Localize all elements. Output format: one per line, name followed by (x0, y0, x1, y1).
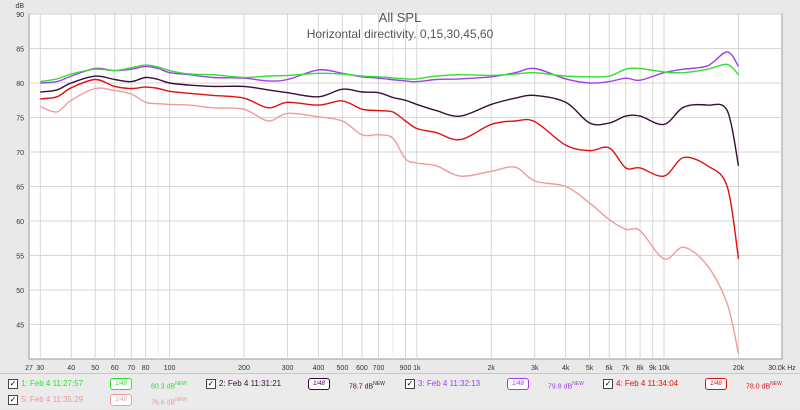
legend-value-text: 76.6 dB (151, 399, 176, 407)
x-tick-label: 200 (238, 365, 250, 372)
x-tick-label: 9k (649, 365, 657, 372)
x-tick-label: 30.0k Hz (768, 365, 796, 372)
legend-value: 78.7 dBNEW (349, 377, 385, 394)
smoothing-button-icon[interactable]: 1/48 (110, 378, 132, 390)
y-tick-label: 75 (16, 116, 24, 123)
x-tick-label: 700 (373, 365, 385, 372)
legend-value-text: 78.7 dB (349, 383, 374, 391)
legend-item[interactable]: ✓ 2: Feb 4 11:31:21 1/48 78.7 dBNEW (206, 377, 396, 391)
y-tick-label: 70 (16, 150, 24, 157)
y-axis-label: dB (15, 3, 24, 10)
x-tick-label: 1k (413, 365, 421, 372)
legend-new-badge: NEW (572, 381, 584, 387)
x-tick-label: 100 (164, 365, 176, 372)
y-tick-label: 85 (16, 47, 24, 54)
x-tick-label: 80 (142, 365, 150, 372)
x-tick-label: 5k (586, 365, 594, 372)
legend-checkbox[interactable]: ✓ (405, 379, 415, 389)
legend-value-text: 79.8 dB (548, 383, 573, 391)
y-tick-label: 55 (16, 254, 24, 261)
legend-item[interactable]: ✓ 4: Feb 4 11:34:04 1/48 78.0 dBNEW (603, 377, 793, 391)
x-tick-label: 400 (313, 365, 325, 372)
legend: ✓ 1: Feb 4 11:27:57 1/48 80.3 dBNEW ✓ 2: Feb … (0, 373, 800, 408)
legend-label: 4: Feb 4 11:34:04 (616, 379, 679, 388)
legend-value: 79.8 dBNEW (548, 377, 584, 394)
y-tick-label: 80 (16, 81, 24, 88)
legend-label: 1: Feb 4 11:27:57 (21, 379, 84, 388)
x-tick-label: 70 (127, 365, 135, 372)
legend-item[interactable]: ✓ 5: Feb 4 11:35:29 1/48 76.6 dBNEW (8, 393, 198, 407)
legend-checkbox[interactable]: ✓ (603, 379, 613, 389)
x-tick-label: 50 (91, 365, 99, 372)
x-tick-label: 600 (356, 365, 368, 372)
series-line-1 (40, 63, 740, 83)
legend-label: 3: Feb 4 11:32:13 (418, 379, 481, 388)
y-tick-label: 50 (16, 288, 24, 295)
legend-label: 5: Feb 4 11:35:29 (21, 395, 84, 404)
legend-item[interactable]: ✓ 3: Feb 4 11:32:13 1/48 79.8 dBNEW (405, 377, 595, 391)
legend-checkbox[interactable]: ✓ (8, 379, 18, 389)
chart-title: All SPL (379, 10, 422, 25)
legend-value: 78.0 dBNEW (746, 377, 782, 394)
legend-new-badge: NEW (373, 381, 385, 387)
series-line-2 (40, 75, 740, 166)
x-tick-label: 8k (636, 365, 644, 372)
legend-new-badge: NEW (175, 397, 187, 403)
legend-value-text: 80.3 dB (151, 383, 176, 391)
y-tick-label: 60 (16, 219, 24, 226)
smoothing-button-icon[interactable]: 1/48 (308, 378, 330, 390)
legend-checkbox[interactable]: ✓ (206, 379, 216, 389)
x-tick-label: 3k (531, 365, 539, 372)
y-tick-label: 90 (16, 12, 24, 19)
x-tick-label: 300 (282, 365, 294, 372)
x-tick-label: 20k (733, 365, 745, 372)
series-line-3 (40, 51, 740, 84)
x-tick-label: 900 (400, 365, 412, 372)
x-tick-label: 30 (36, 365, 44, 372)
legend-label: 2: Feb 4 11:31:21 (219, 379, 282, 388)
chart-subtitle: Horizontal directivity. 0,15,30,45,60 (307, 27, 494, 41)
smoothing-button-icon[interactable]: 1/48 (705, 378, 727, 390)
x-tick-label: 10k (658, 365, 670, 372)
y-tick-label: 45 (16, 323, 24, 330)
legend-new-badge: NEW (770, 381, 782, 387)
spl-chart: 27 30 40 50 60 70 80 100 200 300 400 500 600 700 900 1k… (15, 3, 796, 372)
smoothing-button-icon[interactable]: 1/48 (110, 394, 132, 406)
legend-value: 76.6 dBNEW (151, 393, 187, 410)
x-tick-label: 2k (488, 365, 496, 372)
series-line-5 (40, 87, 740, 354)
legend-checkbox[interactable]: ✓ (8, 395, 18, 405)
x-tick-label: 40 (67, 365, 75, 372)
x-tick-label: 7k (622, 365, 630, 372)
x-tick-label: 27 (25, 365, 33, 372)
smoothing-button-icon[interactable]: 1/48 (507, 378, 529, 390)
chart-svg: 27 30 40 50 60 70 80 100 200 300 400 500 600 700 900 1k… (15, 3, 796, 372)
legend-value-text: 78.0 dB (746, 383, 771, 391)
x-tick-label: 500 (337, 365, 349, 372)
x-tick-label: 4k (562, 365, 570, 372)
x-tick-label: 60 (111, 365, 119, 372)
legend-item[interactable]: ✓ 1: Feb 4 11:27:57 1/48 80.3 dBNEW (8, 377, 198, 391)
legend-value: 80.3 dBNEW (151, 377, 187, 394)
y-tick-label: 65 (16, 185, 24, 192)
legend-new-badge: NEW (175, 381, 187, 387)
series-line-4 (40, 78, 740, 260)
x-tick-label: 6k (605, 365, 613, 372)
